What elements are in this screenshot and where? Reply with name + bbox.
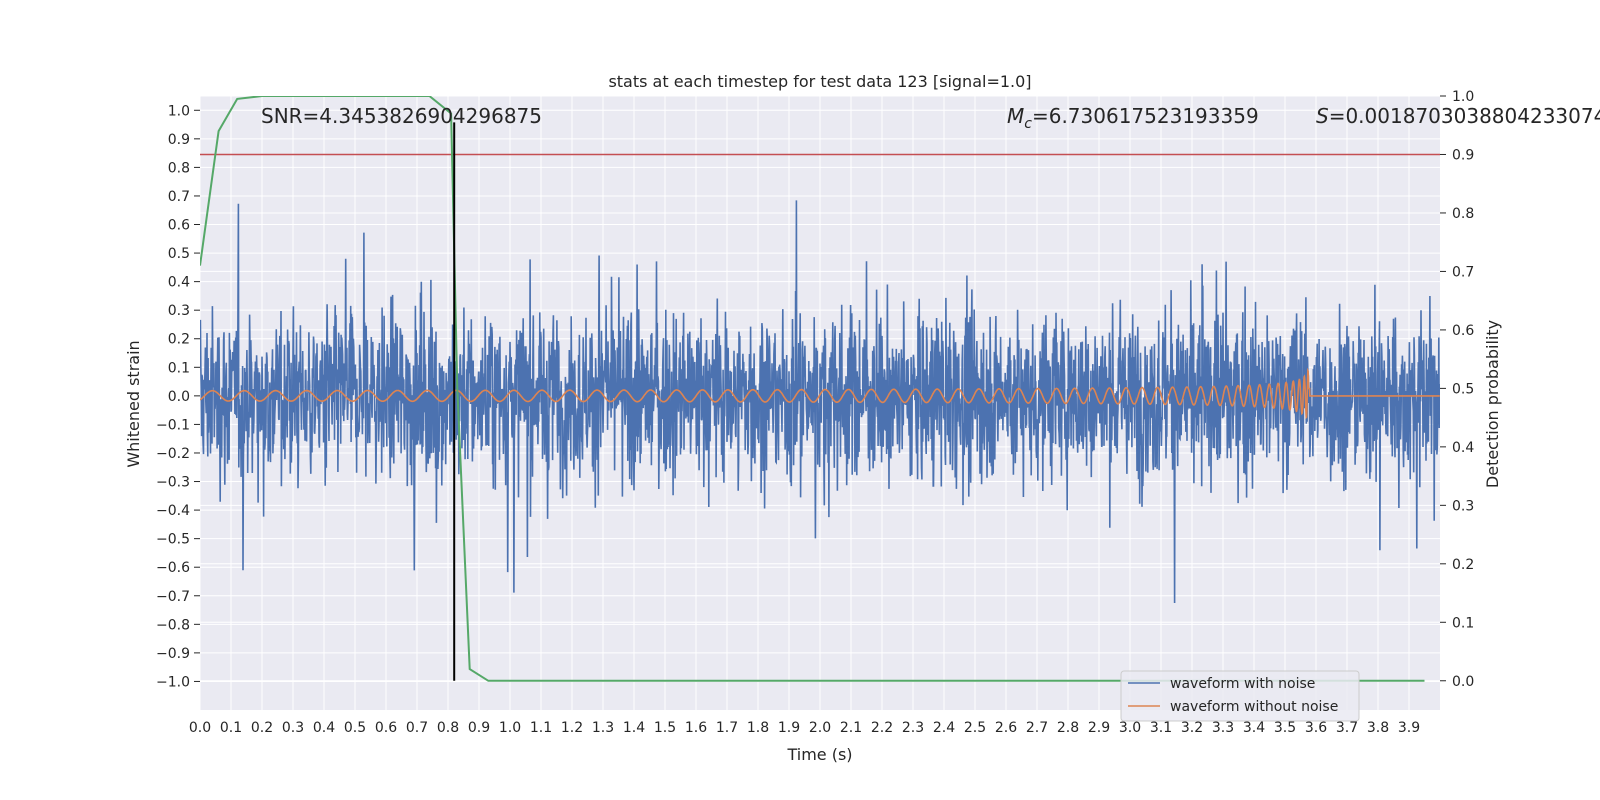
x-tick-label: 2.5 [964,720,986,736]
legend: waveform with noise waveform without noi… [1120,670,1360,722]
y-tick-label: −0.9 [156,646,190,662]
y-tick-label: −0.8 [156,617,190,633]
x-tick-label: 3.8 [1367,720,1389,736]
s-symbol: S [1316,104,1329,128]
y-tick-label: 0.2 [168,332,190,348]
y-tick-label: 0.8 [168,160,190,176]
y2-axis-label: Detection probability [1483,320,1502,488]
x-tick-label: 2.6 [995,720,1017,736]
y2-tick-label: 0.8 [1452,206,1474,222]
x-tick-label: 2.8 [1057,720,1079,736]
y-tick-labels: 1.0 0.9 0.8 0.7 0.6 0.5 0.4 0.3 0.2 0.1 0.0 −0.1 −0.… [156,103,200,690]
x-tick-label: 3.5 [1274,720,1296,736]
y-tick-label: 0.0 [168,389,190,405]
y2-tick-label: 0.5 [1452,381,1474,397]
x-tick-label: 0.1 [220,720,242,736]
x-tick-label: 1.6 [685,720,707,736]
y2-tick-label: 0.3 [1452,498,1474,514]
y-tick-label: −0.2 [156,446,190,462]
x-tick-label: 2.3 [902,720,924,736]
y2-tick-label: 0.1 [1452,615,1474,631]
y-tick-label: 0.4 [168,275,190,291]
x-tick-label: 3.0 [1119,720,1141,736]
x-tick-labels: 0.0 0.1 0.2 0.3 0.4 0.5 0.6 0.7 0.8 0.9 1.0 1.1 1.2 1… [189,720,1420,736]
x-tick-label: 1.1 [530,720,552,736]
y-tick-label: −0.1 [156,417,190,433]
s-annotation: S=0.0018703038804233074 [1316,104,1600,128]
x-tick-label: 0.7 [406,720,428,736]
y2-tick-label: 0.4 [1452,440,1474,456]
y-tick-label: 0.3 [168,303,190,319]
series-detection-probability [200,96,1425,682]
y-tick-label: −1.0 [156,674,190,690]
y-tick-label: 0.9 [168,132,190,148]
y-axis-label: Whitened strain [124,340,143,467]
x-tick-label: 2.4 [933,720,955,736]
x-tick-label: 1.7 [716,720,738,736]
series-layer [200,96,1440,682]
y-tick-label: 0.5 [168,246,190,262]
x-tick-label: 0.6 [375,720,397,736]
legend-label-clean: waveform without noise [1170,699,1338,715]
x-tick-label: 1.4 [623,720,645,736]
mc-symbol: M [1007,104,1024,128]
legend-box [1120,670,1360,722]
y-tick-label: 0.6 [168,218,190,234]
x-tick-label: 0.2 [251,720,273,736]
chart-title: stats at each timestep for test data 123… [608,72,1031,91]
y-tick-label: −0.4 [156,503,190,519]
x-tick-label: 3.6 [1305,720,1327,736]
y-tick-label: 0.1 [168,360,190,376]
x-tick-label: 2.0 [809,720,831,736]
x-tick-label: 1.9 [778,720,800,736]
x-tick-label: 3.3 [1212,720,1234,736]
chirp-mass-annotation: Mc=6.730617523193359 [1007,104,1259,132]
x-tick-label: 1.3 [592,720,614,736]
y2-tick-labels: 1.0 0.9 0.8 0.7 0.6 0.5 0.4 0.3 0.2 0.1 0.0 [1440,89,1474,690]
x-tick-label: 1.2 [561,720,583,736]
mc-subscript: c [1024,116,1032,132]
y2-tick-label: 0.0 [1452,674,1474,690]
y-tick-label: −0.7 [156,589,190,605]
y-tick-label: −0.5 [156,532,190,548]
x-tick-label: 0.3 [282,720,304,736]
y2-tick-label: 0.7 [1452,264,1474,280]
x-tick-label: 3.9 [1398,720,1420,736]
x-tick-label: 1.0 [499,720,521,736]
x-tick-label: 0.4 [313,720,335,736]
x-axis-label: Time (s) [786,745,852,764]
x-tick-label: 1.8 [747,720,769,736]
x-tick-label: 3.7 [1336,720,1358,736]
x-tick-label: 2.9 [1088,720,1110,736]
s-value: =0.0018703038804233074 [1329,104,1600,128]
series-waveform-with-noise [200,200,1440,604]
x-tick-label: 0.5 [344,720,366,736]
x-tick-label: 0.8 [437,720,459,736]
y-tick-label: −0.3 [156,475,190,491]
x-tick-label: 2.1 [840,720,862,736]
y-tick-label: −0.6 [156,560,190,576]
y2-tick-label: 0.2 [1452,557,1474,573]
series-waveform-without-noise [200,367,1440,420]
y-tick-label: 1.0 [168,103,190,119]
y2-tick-label: 0.9 [1452,147,1474,163]
x-tick-label: 2.7 [1026,720,1048,736]
mc-value: =6.730617523193359 [1032,104,1259,128]
x-tick-label: 1.5 [654,720,676,736]
x-tick-label: 0.0 [189,720,211,736]
x-tick-label: 3.2 [1181,720,1203,736]
legend-label-noise: waveform with noise [1170,676,1315,692]
x-tick-label: 3.1 [1150,720,1172,736]
x-tick-label: 2.2 [871,720,893,736]
x-tick-label: 0.9 [468,720,490,736]
snr-annotation: SNR=4.3453826904296875 [261,104,542,128]
x-tick-label: 3.4 [1243,720,1265,736]
y-tick-label: 0.7 [168,189,190,205]
y2-tick-label: 0.6 [1452,323,1474,339]
y2-tick-label: 1.0 [1452,89,1474,105]
